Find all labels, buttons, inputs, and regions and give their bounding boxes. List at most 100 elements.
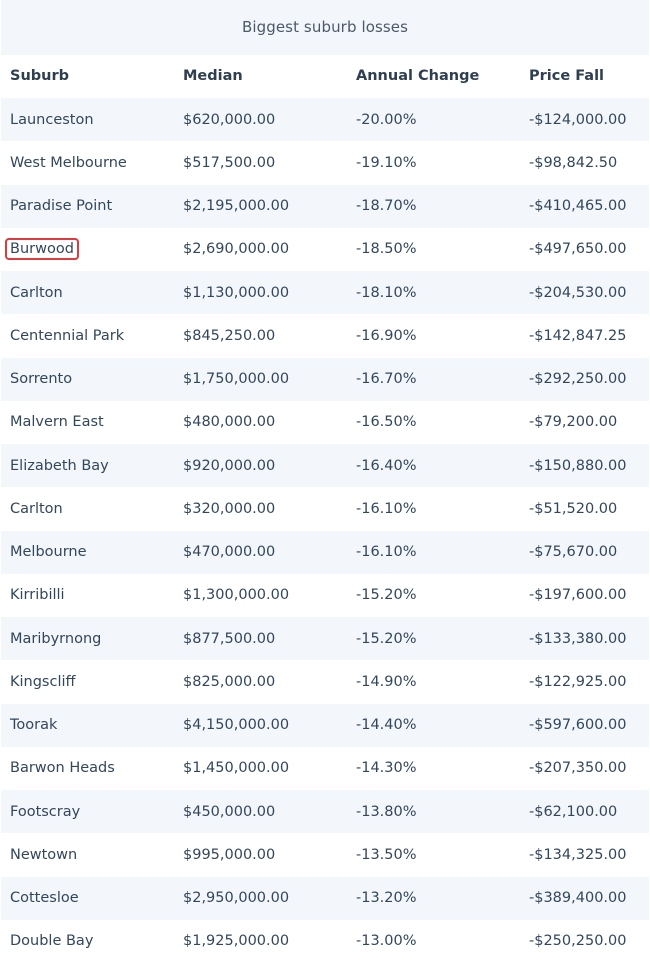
header-price-fall: Price Fall — [529, 68, 605, 84]
header-suburb: Suburb — [10, 68, 69, 84]
cell-annual-change: -16.90% — [356, 327, 417, 344]
cell-annual-change: -18.10% — [356, 284, 417, 301]
cell-median: $517,500.00 — [183, 154, 276, 171]
cell-price-fall: -$389,400.00 — [529, 890, 627, 907]
table-row: Centennial Park $845,250.00 -16.90% -$142,8… — [1, 314, 649, 358]
cell-price-fall: -$410,465.00 — [529, 198, 627, 215]
table-row: Toorak $4,150,000.00 -14.40% -$597,600.00 — [1, 703, 649, 747]
table-header-row: Suburb Median Annual Change Price Fall — [1, 55, 649, 98]
cell-median: $825,000.00 — [183, 673, 276, 690]
cell-median: $450,000.00 — [183, 803, 276, 820]
cell-suburb: Double Bay — [10, 933, 94, 950]
table-row: Malvern East $480,000.00 -16.50% -$79,200.0… — [1, 400, 649, 444]
header-median: Median — [183, 68, 243, 84]
cell-annual-change: -16.50% — [356, 414, 417, 431]
cell-price-fall: -$150,880.00 — [529, 457, 627, 474]
cell-median: $4,150,000.00 — [183, 717, 290, 734]
cell-suburb: Footscray — [10, 803, 81, 820]
table-row: Barwon Heads $1,450,000.00 -14.30% -$207,35… — [1, 746, 649, 790]
cell-annual-change: -18.50% — [356, 241, 417, 258]
cell-price-fall: -$122,925.00 — [529, 673, 627, 690]
table-row: Sorrento $1,750,000.00 -16.70% -$292,250.00 — [1, 357, 649, 401]
table-row: Carlton $1,130,000.00 -18.10% -$204,530.00 — [1, 271, 649, 315]
cell-suburb: Cottesloe — [10, 890, 79, 907]
cell-annual-change: -20.00% — [356, 111, 417, 128]
cell-price-fall: -$79,200.00 — [529, 414, 618, 431]
cell-price-fall: -$62,100.00 — [529, 803, 618, 820]
cell-price-fall: -$51,520.00 — [529, 500, 618, 517]
cell-median: $620,000.00 — [183, 111, 276, 128]
cell-suburb: Kingscliff — [10, 673, 76, 690]
cell-annual-change: -16.10% — [356, 544, 417, 561]
cell-annual-change: -14.30% — [356, 760, 417, 777]
table-row: Paradise Point $2,195,000.00 -18.70% -$410,… — [1, 184, 649, 228]
cell-suburb: Melbourne — [10, 544, 87, 561]
cell-price-fall: -$197,600.00 — [529, 587, 627, 604]
cell-median: $845,250.00 — [183, 327, 276, 344]
cell-annual-change: -18.70% — [356, 198, 417, 215]
cell-suburb: Kirribilli — [10, 587, 65, 604]
table-row: Carlton $320,000.00 -16.10% -$51,520.00 — [1, 487, 649, 531]
table-row: Double Bay $1,925,000.00 -13.00% -$250,250.… — [1, 919, 649, 963]
cell-annual-change: -15.20% — [356, 630, 417, 647]
table-row: Newtown $995,000.00 -13.50% -$134,325.00 — [1, 833, 649, 877]
cell-price-fall: -$133,380.00 — [529, 630, 627, 647]
cell-suburb: Paradise Point — [10, 198, 113, 215]
cell-suburb: Sorrento — [10, 371, 73, 388]
table-caption: Biggest suburb losses — [1, 0, 649, 55]
highlighted-suburb-box: Burwood — [5, 238, 79, 261]
cell-price-fall: -$98,842.50 — [529, 154, 618, 171]
cell-annual-change: -16.40% — [356, 457, 417, 474]
cell-median: $920,000.00 — [183, 457, 276, 474]
cell-price-fall: -$250,250.00 — [529, 933, 627, 950]
cell-suburb: West Melbourne — [10, 154, 127, 171]
table-body: Launceston $620,000.00 -20.00% -$124,000.00… — [1, 98, 649, 963]
cell-price-fall: -$142,847.25 — [529, 327, 627, 344]
cell-median: $320,000.00 — [183, 500, 276, 517]
cell-suburb: Barwon Heads — [10, 760, 115, 777]
cell-annual-change: -16.70% — [356, 371, 417, 388]
cell-price-fall: -$204,530.00 — [529, 284, 627, 301]
cell-annual-change: -14.40% — [356, 717, 417, 734]
table-row: Elizabeth Bay $920,000.00 -16.40% -$150,880… — [1, 444, 649, 488]
cell-price-fall: -$75,670.00 — [529, 544, 618, 561]
header-annual-change: Annual Change — [356, 68, 480, 84]
table-row: Burwood $2,690,000.00 -18.50% -$497,650.00 — [1, 227, 649, 271]
cell-price-fall: -$597,600.00 — [529, 717, 627, 734]
cell-suburb: Toorak — [10, 717, 58, 734]
table-row: Cottesloe $2,950,000.00 -13.20% -$389,400.0… — [1, 876, 649, 920]
cell-annual-change: -16.10% — [356, 500, 417, 517]
cell-median: $2,950,000.00 — [183, 890, 290, 907]
table-row: Kirribilli $1,300,000.00 -15.20% -$197,600.… — [1, 573, 649, 617]
cell-suburb: Carlton — [10, 500, 63, 517]
cell-median: $1,450,000.00 — [183, 760, 290, 777]
cell-annual-change: -13.80% — [356, 803, 417, 820]
cell-annual-change: -19.10% — [356, 154, 417, 171]
cell-suburb: Maribyrnong — [10, 630, 102, 647]
cell-annual-change: -13.00% — [356, 933, 417, 950]
cell-suburb: Newtown — [10, 846, 78, 863]
cell-median: $480,000.00 — [183, 414, 276, 431]
cell-median: $2,690,000.00 — [183, 241, 290, 258]
cell-median: $470,000.00 — [183, 544, 276, 561]
cell-price-fall: -$292,250.00 — [529, 371, 627, 388]
table-row: West Melbourne $517,500.00 -19.10% -$98,842… — [1, 141, 649, 185]
cell-median: $995,000.00 — [183, 846, 276, 863]
table-row: Maribyrnong $877,500.00 -15.20% -$133,380.0… — [1, 617, 649, 661]
cell-price-fall: -$124,000.00 — [529, 111, 627, 128]
table-row: Kingscliff $825,000.00 -14.90% -$122,925.00 — [1, 660, 649, 704]
cell-median: $1,750,000.00 — [183, 371, 290, 388]
cell-annual-change: -15.20% — [356, 587, 417, 604]
cell-median: $1,300,000.00 — [183, 587, 290, 604]
table-row: Launceston $620,000.00 -20.00% -$124,000.00 — [1, 98, 649, 142]
cell-median: $2,195,000.00 — [183, 198, 290, 215]
cell-annual-change: -13.50% — [356, 846, 417, 863]
cell-median: $1,130,000.00 — [183, 284, 290, 301]
cell-suburb: Centennial Park — [10, 327, 125, 344]
table-row: Footscray $450,000.00 -13.80% -$62,100.00 — [1, 790, 649, 834]
cell-median: $877,500.00 — [183, 630, 276, 647]
cell-suburb: Malvern East — [10, 414, 104, 431]
cell-annual-change: -13.20% — [356, 890, 417, 907]
cell-median: $1,925,000.00 — [183, 933, 290, 950]
